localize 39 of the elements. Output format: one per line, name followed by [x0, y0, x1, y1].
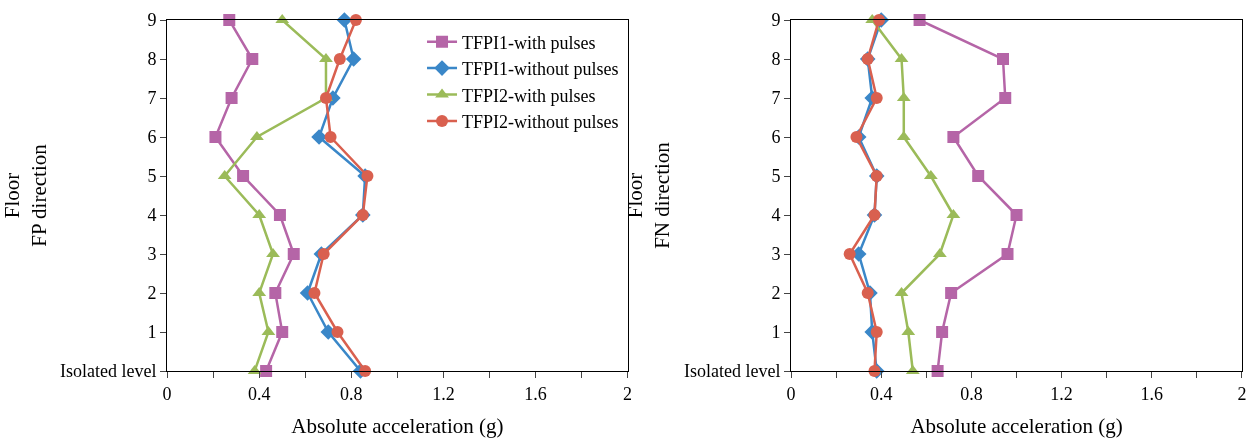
y-tick-label: 2	[771, 283, 781, 304]
x-tick-label: 0.8	[340, 383, 363, 404]
y-axis-title: Floor FP direction	[0, 143, 52, 247]
x-tick-label: 1.2	[432, 383, 455, 404]
y-tick-label: 6	[771, 127, 781, 148]
y-tick-label: 6	[147, 127, 157, 148]
y-tick-label: 3	[771, 244, 781, 265]
y-tick-label: 7	[147, 88, 157, 109]
y-tick-label: 3	[147, 244, 157, 265]
y-tick-label: 2	[147, 283, 157, 304]
x-tick-label: 1.2	[1050, 383, 1073, 404]
x-tick-label: 0	[162, 383, 172, 404]
x-axis-title: Absolute acceleration (g)	[910, 413, 1123, 438]
y-tick-label: 8	[771, 49, 781, 70]
y-tick-label: Isolated level	[60, 361, 157, 382]
y-tick-label: 8	[147, 49, 157, 70]
legend-label: TFPI1-with pulses	[462, 32, 596, 53]
y-tick-label: 4	[771, 205, 781, 226]
y-tick-label: Isolated level	[683, 361, 781, 382]
x-tick-label: 1.6	[524, 383, 547, 404]
x-tick-label: 0.4	[869, 383, 893, 404]
x-tick-label: 1.6	[1140, 383, 1164, 404]
x-tick-label: 0.8	[960, 383, 983, 404]
y-tick-label: 1	[771, 322, 781, 343]
legend-label: TFPI2-with pulses	[462, 85, 596, 106]
x-axis-title: Absolute acceleration (g)	[291, 413, 504, 438]
x-tick-label: 0.4	[247, 383, 271, 404]
legend-label: TFPI1-without pulses	[462, 59, 619, 80]
x-tick-label: 0	[786, 383, 796, 404]
y-tick-label: 7	[771, 88, 781, 109]
x-tick-label: 2	[1237, 383, 1247, 404]
y-tick-label: 4	[147, 205, 157, 226]
y-tick-label: 5	[771, 166, 781, 187]
y-tick-label: 1	[147, 322, 157, 343]
y-tick-label: 5	[147, 166, 157, 187]
y-tick-label: 9	[147, 10, 157, 31]
legend-label: TFPI2-without pulses	[462, 111, 619, 132]
x-tick-label: 2	[623, 383, 633, 404]
y-tick-label: 9	[771, 10, 781, 31]
